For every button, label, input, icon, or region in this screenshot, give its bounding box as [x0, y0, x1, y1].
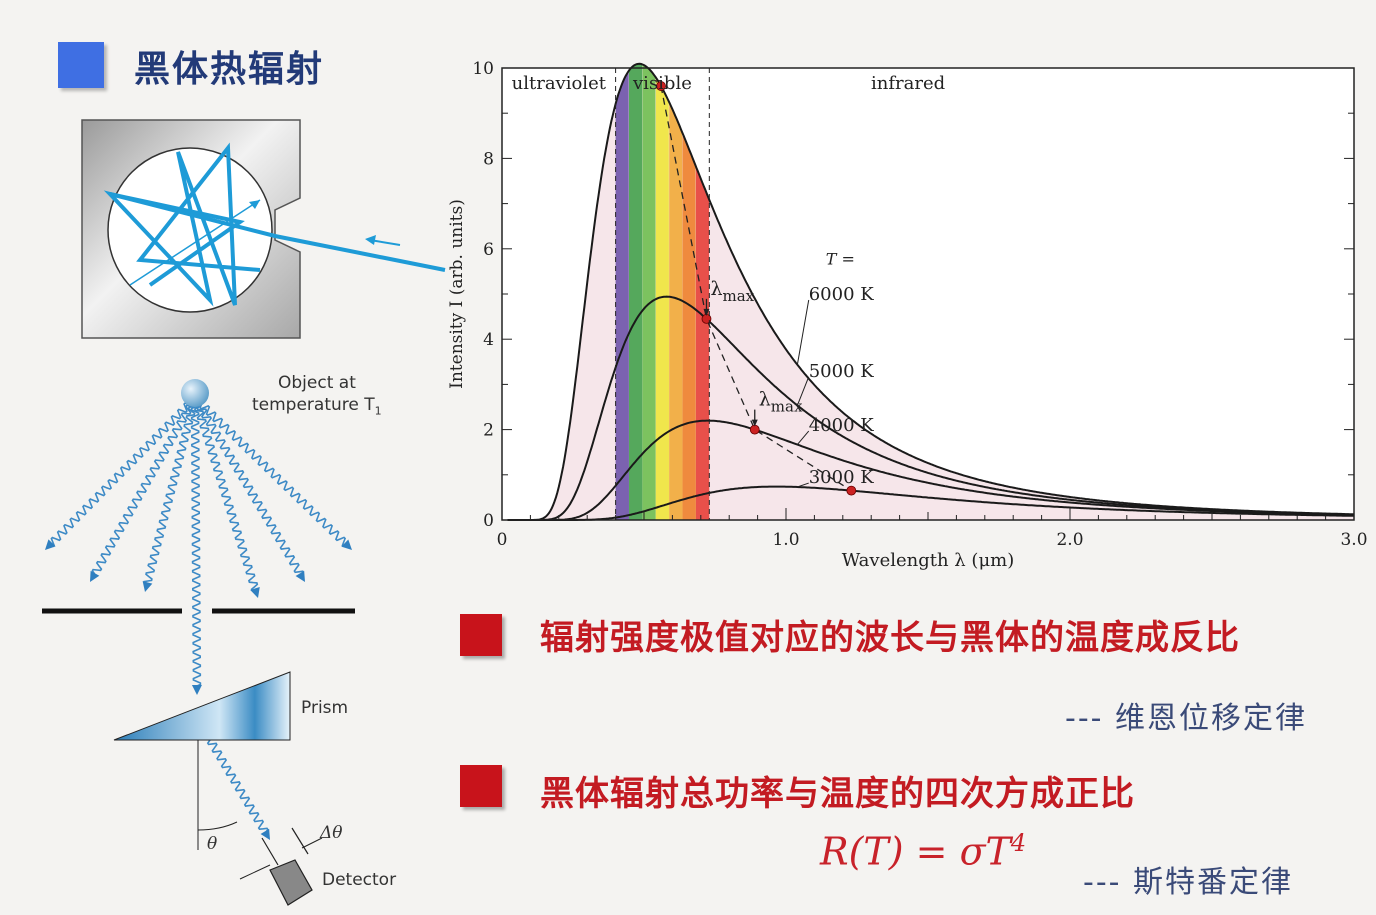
y-tick-label: 6 [483, 240, 494, 260]
spectrometer-diagram [42, 379, 355, 906]
intensity-curve [507, 485, 1354, 521]
series-leader [797, 482, 809, 488]
wave-arrowhead [142, 581, 153, 592]
y-tick-label: 4 [483, 330, 494, 350]
bullet-1-icon [460, 614, 502, 656]
tick-labels: 0 2 4 6 8 10 0 1.0 2.0 3.0 [472, 59, 1367, 550]
wave-arrowhead [341, 539, 352, 550]
object-label-line2: temperature T1 [252, 395, 382, 418]
series-label: 4000 K [809, 415, 875, 436]
stefan-law-label: --- 斯特番定律 [1083, 865, 1294, 900]
cavity-diagram [81, 119, 446, 339]
region-label: ultraviolet [512, 73, 607, 94]
series-leader [796, 376, 810, 406]
axis-ticks [501, 67, 1355, 521]
wave-ray [191, 397, 259, 592]
spectrum-band [682, 133, 696, 520]
wave-ray [190, 397, 202, 687]
entering-ray-thin [129, 199, 261, 286]
wien-law-label: --- 维恩位移定律 [1065, 701, 1308, 736]
intensity-curve [507, 419, 1354, 521]
peak-marker [846, 485, 857, 496]
series-label: 3000 K [809, 467, 875, 488]
reflected-rays [103, 142, 446, 307]
hot-object-sphere [181, 379, 209, 407]
theta-label: θ [207, 834, 218, 854]
point-1-text: 辐射强度极值对应的波长与黑体的温度成反比 [540, 618, 1240, 658]
y-tick-label: 2 [483, 421, 494, 441]
y-tick-label: 0 [483, 511, 494, 531]
title-bullet-icon [58, 42, 104, 88]
wave-ray [206, 739, 269, 834]
emitted-waves [45, 395, 352, 840]
temperature-label: T = [826, 250, 855, 269]
x-tick-label: 3.0 [1340, 530, 1367, 550]
wave-ray [191, 397, 305, 574]
visible-spectrum-bands [615, 63, 710, 521]
region-label: infrared [871, 73, 945, 94]
x-axis-label: Wavelength λ (μm) [842, 550, 1015, 571]
spectrum-band [642, 64, 656, 521]
shaded-region [507, 63, 1354, 521]
wave-arrowhead [191, 684, 202, 695]
spectrum-band [695, 166, 710, 520]
wave-ray [192, 397, 347, 548]
x-tick-label: 2.0 [1056, 530, 1083, 550]
region-labels: ultraviolet visible infrared [512, 73, 946, 94]
series-label: 5000 K [809, 361, 875, 382]
series-label: 6000 K [809, 284, 875, 305]
x-tick-label: 1.0 [772, 530, 799, 550]
lambda-max-arrowhead [751, 419, 758, 427]
prism [113, 671, 291, 741]
slide-title: 黑体热辐射 [134, 49, 325, 90]
spectrum-band [628, 63, 643, 521]
wave-ray [142, 397, 198, 584]
point-2-text: 黑体辐射总功率与温度的四次方成正比 [540, 774, 1135, 814]
series-leader [796, 430, 810, 445]
series-leader [796, 299, 810, 365]
stefan-formula: R(T) = σT4 [820, 829, 1027, 874]
ray-arrow [369, 239, 401, 246]
wave-arrowhead [45, 539, 56, 550]
spectrum-band [655, 77, 670, 521]
peak-marker [656, 81, 666, 91]
y-axis-label: Intensity I (arb. units) [447, 199, 467, 389]
blackbody-chart: 0 2 4 6 8 10 0 1.0 2.0 3.0 ultraviolet visible infr… [447, 59, 1368, 571]
wave-ray [50, 395, 196, 548]
delta-theta-label: Δθ [320, 823, 343, 843]
wave-arrowhead [295, 570, 305, 582]
lambda-max-arrowhead [703, 308, 710, 316]
detector-label: Detector [322, 870, 397, 890]
bullet-2-icon [460, 765, 502, 807]
y-tick-label: 8 [483, 149, 494, 169]
spectrum-band [669, 102, 683, 520]
wave-arrowhead [250, 586, 260, 598]
peak-markers [656, 81, 857, 496]
series-labels: 6000 K 5000 K 4000 K 3000 K [796, 284, 875, 488]
wave-arrowhead [90, 570, 100, 582]
object-label-line1: Object at [278, 373, 356, 393]
wave-arrowhead [260, 828, 270, 840]
prism-label: Prism [301, 698, 349, 718]
wave-ray [91, 396, 196, 575]
y-tick-label: 10 [472, 59, 494, 79]
region-label: visible [632, 73, 692, 94]
spectrum-band [615, 70, 629, 521]
detector [269, 859, 313, 906]
x-tick-label: 0 [497, 530, 508, 550]
